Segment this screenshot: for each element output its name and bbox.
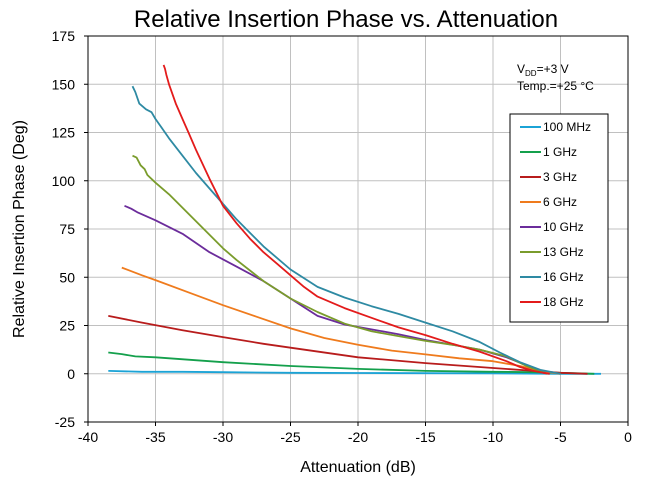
legend-label-18-ghz: 18 GHz (543, 295, 584, 309)
legend-label-100-mhz: 100 MHz (543, 120, 591, 134)
y-tick-label: -25 (55, 414, 75, 430)
axis-ticks: -40 -35 -30 -25 -20 -15 -10 -5 0 -25 0 25 50 75 100 125… (52, 28, 632, 445)
legend-label-16-ghz: 16 GHz (543, 270, 584, 284)
y-tick-label: 150 (52, 76, 76, 92)
y-tick-label: 50 (59, 269, 75, 285)
x-tick-label: -15 (415, 429, 435, 445)
legend: 100 MHz 1 GHz 3 GHz 6 GHz 10 GHz 13 GHz 16 GHz… (509, 113, 609, 323)
x-tick-label: -20 (348, 429, 368, 445)
vdd-value: =+3 V (537, 62, 569, 76)
legend-label-10-ghz: 10 GHz (543, 220, 584, 234)
legend-box (509, 113, 609, 323)
y-tick-label: 75 (59, 221, 75, 237)
vdd-subscript: DD (525, 69, 537, 78)
x-tick-label: 0 (624, 429, 632, 445)
x-tick-label: -25 (280, 429, 300, 445)
legend-label-6-ghz: 6 GHz (543, 195, 577, 209)
chart-title: Relative Insertion Phase vs. Attenuation (134, 6, 558, 33)
legend-label-1-ghz: 1 GHz (543, 145, 577, 159)
vdd-prefix: V (517, 62, 525, 76)
series-line-100-mhz (108, 370, 601, 375)
series-line-6-ghz (121, 266, 561, 375)
x-tick-label: -5 (554, 429, 567, 445)
x-tick-label: -30 (213, 429, 233, 445)
series-line-18-ghz (162, 64, 550, 375)
y-tick-label: 175 (52, 28, 76, 44)
series-line-10-ghz (124, 204, 548, 375)
legend-label-13-ghz: 13 GHz (543, 245, 584, 259)
y-tick-label: 125 (52, 125, 76, 141)
series-line-16-ghz (131, 85, 561, 375)
y-tick-label: 0 (67, 366, 75, 382)
series-lines (108, 64, 601, 375)
x-tick-label: -35 (145, 429, 165, 445)
x-axis-label: Attenuation (dB) (300, 459, 416, 476)
y-tick-label: 25 (59, 318, 75, 334)
x-tick-label: -10 (483, 429, 503, 445)
y-tick-label: 100 (52, 173, 76, 189)
y-axis-label: Relative Insertion Phase (Deg) (11, 120, 28, 338)
temperature-label: Temp.=+25 °C (517, 79, 594, 93)
legend-label-3-ghz: 3 GHz (543, 170, 577, 184)
x-tick-label: -40 (78, 429, 98, 445)
conditions-annotation: VDD=+3 V Temp.=+25 °C (517, 62, 594, 93)
svg-text:VDD=+3 V: VDD=+3 V (517, 62, 569, 78)
